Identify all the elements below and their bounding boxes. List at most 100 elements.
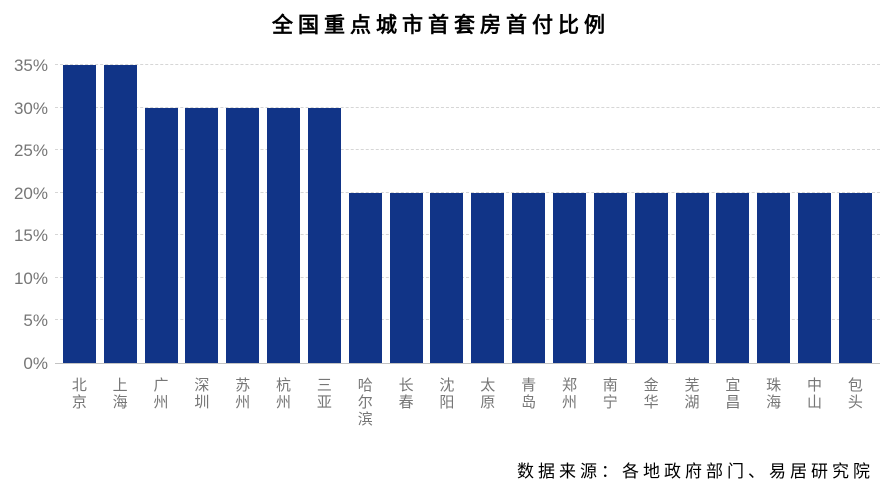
bar-苏州	[226, 107, 260, 363]
bar-南宁	[593, 192, 627, 363]
x-label-哈尔滨: 哈尔滨	[349, 377, 382, 428]
bar-太原	[471, 192, 505, 363]
x-label-char: 太	[480, 377, 496, 394]
bar-长春	[389, 192, 423, 363]
x-label-char: 上	[112, 377, 128, 394]
gridline-10pct	[55, 276, 880, 278]
x-label-char: 金	[643, 377, 659, 394]
x-label-中山: 中山	[798, 377, 831, 411]
gridline-35pct	[55, 64, 880, 65]
x-label-包头: 包头	[839, 377, 872, 411]
x-label-char: 南	[602, 377, 618, 394]
x-label-杭州: 杭州	[267, 377, 300, 411]
x-label-青岛: 青岛	[512, 377, 545, 411]
x-label-char: 北	[71, 377, 87, 394]
x-label-char: 昌	[725, 394, 741, 411]
y-tick-label-20pct: 20%	[13, 183, 48, 203]
gridline-5pct	[55, 319, 880, 321]
bar-沈阳	[430, 192, 464, 363]
bar-中山	[798, 192, 832, 363]
x-label-char: 宜	[725, 377, 741, 394]
x-label-郑州: 郑州	[553, 377, 586, 411]
x-label-char: 芜	[684, 377, 700, 394]
x-label-char: 苏	[235, 377, 251, 394]
x-label-char: 原	[480, 394, 496, 411]
x-label-南宁: 南宁	[594, 377, 627, 411]
bar-包头	[838, 192, 872, 363]
x-label-char: 圳	[194, 394, 210, 411]
data-source-note: 数据来源：各地政府部门、易居研究院	[517, 462, 874, 481]
x-label-金华: 金华	[635, 377, 668, 411]
bar-上海	[103, 65, 137, 363]
bar-杭州	[267, 107, 301, 363]
bar-金华	[634, 192, 668, 363]
x-label-芜湖: 芜湖	[676, 377, 709, 411]
x-label-char: 沈	[439, 377, 455, 394]
x-label-char: 包	[847, 377, 863, 394]
x-label-char: 阳	[439, 394, 455, 411]
bar-哈尔滨	[348, 192, 382, 363]
y-tick-label-5pct: 5%	[23, 311, 48, 331]
x-label-char: 头	[847, 394, 863, 411]
bar-青岛	[512, 192, 546, 363]
gridline-20pct	[55, 191, 880, 193]
x-label-北京: 北京	[63, 377, 96, 411]
x-label-char: 滨	[357, 411, 373, 428]
x-label-珠海: 珠海	[757, 377, 790, 411]
x-label-char: 岛	[521, 394, 537, 411]
x-label-char: 海	[766, 394, 782, 411]
x-label-长春: 长春	[390, 377, 423, 411]
x-label-char: 州	[276, 394, 292, 411]
x-label-char: 宁	[602, 394, 618, 411]
gridline-15pct	[55, 234, 880, 236]
bar-广州	[144, 107, 178, 363]
bar-深圳	[185, 107, 219, 363]
x-label-char: 三	[316, 377, 332, 394]
x-label-char: 州	[153, 394, 169, 411]
bar-北京	[62, 65, 96, 363]
bar-芜湖	[675, 192, 709, 363]
x-label-char: 华	[643, 394, 659, 411]
y-tick-label-0pct: 0%	[23, 354, 48, 373]
x-label-广州: 广州	[145, 377, 178, 411]
bar-郑州	[552, 192, 586, 363]
y-tick-label-30pct: 30%	[13, 98, 48, 118]
x-label-char: 海	[112, 394, 128, 411]
x-label-char: 春	[398, 394, 414, 411]
x-label-深圳: 深圳	[185, 377, 218, 411]
bar-珠海	[757, 192, 791, 363]
x-label-char: 郑	[561, 377, 577, 394]
x-label-char: 山	[807, 394, 823, 411]
x-label-宜昌: 宜昌	[716, 377, 749, 411]
x-label-char: 湖	[684, 394, 700, 411]
x-label-char: 尔	[357, 394, 373, 411]
bar-宜昌	[716, 192, 750, 363]
chart-title: 全国重点城市首套房首付比例	[272, 13, 610, 37]
x-axis: 北京上海广州深圳苏州杭州三亚哈尔滨长春沈阳太原青岛郑州南宁金华芜湖宜昌珠海中山包…	[55, 377, 880, 428]
x-label-太原: 太原	[471, 377, 504, 411]
y-tick-label-35pct: 35%	[13, 56, 48, 75]
plot-area	[55, 64, 880, 364]
bar-series	[55, 65, 880, 363]
gridline-30pct	[55, 106, 880, 108]
x-label-char: 亚	[316, 394, 332, 411]
x-label-沈阳: 沈阳	[430, 377, 463, 411]
x-label-char: 中	[807, 377, 823, 394]
y-tick-label-15pct: 15%	[13, 226, 48, 246]
x-label-char: 深	[194, 377, 210, 394]
x-label-char: 珠	[766, 377, 782, 394]
x-label-上海: 上海	[104, 377, 137, 411]
x-label-三亚: 三亚	[308, 377, 341, 411]
x-label-char: 州	[561, 394, 577, 411]
gridline-25pct	[55, 149, 880, 151]
bar-三亚	[307, 107, 341, 363]
x-label-char: 长	[398, 377, 414, 394]
x-label-char: 哈	[357, 377, 373, 394]
x-label-char: 京	[71, 394, 87, 411]
x-label-char: 青	[521, 377, 537, 394]
x-label-char: 广	[153, 377, 169, 394]
x-label-char: 杭	[276, 377, 292, 394]
y-tick-label-25pct: 25%	[13, 141, 48, 161]
x-label-苏州: 苏州	[226, 377, 259, 411]
